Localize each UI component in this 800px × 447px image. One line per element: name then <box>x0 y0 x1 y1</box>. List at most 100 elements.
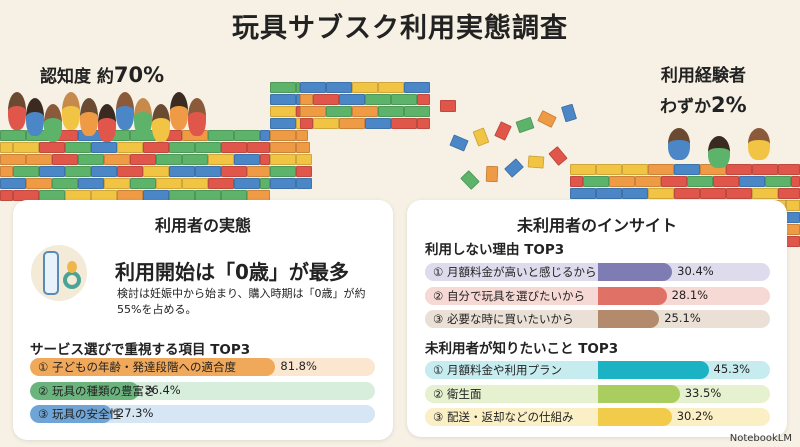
brick <box>104 154 130 165</box>
brick <box>417 118 430 129</box>
bar-label: ① 子どもの年齢・発達段階への適合度 <box>38 360 236 374</box>
brick <box>270 142 296 153</box>
brick <box>208 178 234 189</box>
person-illustration <box>98 104 116 142</box>
person-illustration <box>26 98 44 136</box>
brick <box>300 94 313 105</box>
bar-track: ③ 必要な時に買いたいから 25.1% <box>425 310 770 328</box>
brick <box>635 176 661 187</box>
brick <box>596 164 622 175</box>
brick <box>208 154 234 165</box>
wants-title: 未利用者が知りたいこと TOP3 <box>425 341 619 357</box>
brick <box>378 106 404 117</box>
baby-bottle-icon <box>31 245 87 301</box>
brick <box>260 154 270 165</box>
page-title: 玩具サブスク利用実態調査 <box>232 13 568 44</box>
bar-track: ③ 玩具の安全性 27.3% <box>30 405 375 423</box>
brick <box>270 106 296 117</box>
bar-label: ③ 配送・返却などの仕組み <box>433 410 574 424</box>
bar-fill <box>598 286 667 305</box>
bar-value: 33.5% <box>684 385 722 400</box>
notebooklm-watermark: NotebookLM <box>729 433 792 444</box>
brick <box>65 142 91 153</box>
bar-value: 27.3% <box>116 406 154 420</box>
brick <box>0 190 13 201</box>
bar-value: 28.1% <box>671 287 709 302</box>
brick <box>391 94 417 105</box>
bar-label: ③ 必要な時に買いたいから <box>433 312 574 326</box>
person-illustration <box>134 98 152 136</box>
brick <box>260 178 270 189</box>
brick <box>52 154 78 165</box>
brick <box>234 178 260 189</box>
bar-track: ③ 配送・返却などの仕組み 30.2% <box>425 408 770 426</box>
brick <box>778 164 800 175</box>
brick <box>0 178 26 189</box>
bar-track: ② 自分で玩具を選びたいから 28.1% <box>425 286 770 305</box>
brick <box>65 166 91 177</box>
person-illustration <box>80 98 98 136</box>
brick <box>0 130 26 141</box>
brick <box>765 176 791 187</box>
bar-fill <box>598 263 673 281</box>
brick <box>78 178 104 189</box>
brick <box>270 178 296 189</box>
awareness-value: 70% <box>113 63 165 87</box>
bar-value: 81.8% <box>280 359 317 373</box>
falling-brick <box>504 158 524 178</box>
falling-brick <box>548 146 568 166</box>
brick <box>52 178 78 189</box>
brick <box>91 166 117 177</box>
brick <box>169 142 195 153</box>
brick <box>352 82 378 93</box>
brick <box>687 176 713 187</box>
brick <box>296 142 310 153</box>
brick <box>13 142 39 153</box>
brick <box>156 154 182 165</box>
brick <box>296 130 308 141</box>
bar-value: 30.2% <box>676 409 714 423</box>
brick <box>26 178 52 189</box>
experience-prefix: わずか <box>660 96 711 117</box>
bar-value: 25.1% <box>664 311 701 325</box>
child-illustration <box>708 136 730 168</box>
experience-label: 利用経験者 <box>660 66 746 86</box>
falling-brick <box>494 121 512 141</box>
users-panel: 利用者の実態 利用開始は「0歳」が最多 検討は妊娠中から始まり、購入時期は「0歳… <box>13 200 393 440</box>
brick <box>296 82 300 93</box>
brick <box>117 166 143 177</box>
bar-label: ② 自分で玩具を選びたいから <box>433 288 585 303</box>
brick <box>326 82 352 93</box>
brick <box>365 118 391 129</box>
brick <box>313 118 339 129</box>
awareness-label: 認知度 約 <box>40 67 114 87</box>
brick <box>752 164 778 175</box>
brick <box>0 166 13 177</box>
nonusers-panel: 未利用者のインサイト 利用しない理由 TOP3 ① 月額料金が高いと感じるから 3… <box>407 200 787 437</box>
person-illustration <box>152 104 170 142</box>
brick <box>752 188 778 199</box>
brick <box>234 154 260 165</box>
experience-callout: 利用経験者 わずか2% <box>660 64 747 121</box>
brick <box>208 130 234 141</box>
falling-brick <box>560 103 578 123</box>
brick <box>104 178 130 189</box>
bar-track: ② 玩具の種類の豊富さ 36.4% <box>30 381 375 400</box>
falling-brick <box>537 110 557 128</box>
falling-brick <box>472 127 490 147</box>
brick <box>270 130 296 141</box>
brick <box>0 154 26 165</box>
brick <box>778 188 800 199</box>
bar-label: ② 衛生面 <box>433 386 482 401</box>
importance-title: サービス選びで重視する項目 TOP3 <box>30 342 251 358</box>
brick <box>365 94 391 105</box>
brick <box>130 154 156 165</box>
brick <box>313 94 339 105</box>
bar-track: ① 子どもの年齢・発達段階への適合度 81.8% <box>30 358 375 376</box>
nonusers-title: 未利用者のインサイト <box>516 216 677 235</box>
brick <box>91 142 117 153</box>
reasons-title: 利用しない理由 TOP3 <box>425 242 565 258</box>
brick <box>596 188 622 199</box>
child-illustration <box>748 128 770 160</box>
brick <box>247 166 270 177</box>
